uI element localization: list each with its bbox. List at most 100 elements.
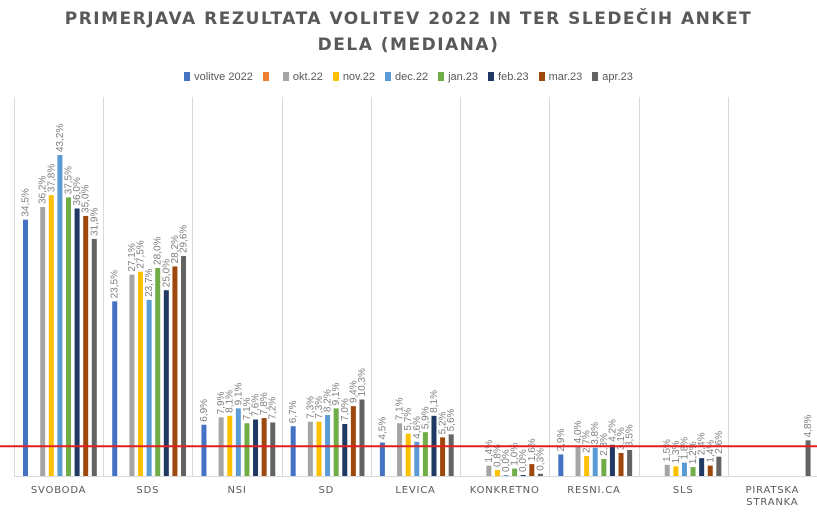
- bar: [664, 464, 670, 476]
- legend-swatch: [184, 72, 191, 81]
- data-label: 27,5%: [136, 240, 147, 268]
- chart-title-line-2: DELA (MEDIANA): [317, 35, 500, 55]
- data-label: 23,7%: [144, 268, 155, 296]
- data-label: 2,3%: [599, 433, 610, 456]
- bar: [307, 421, 313, 476]
- data-label: 8,1%: [225, 390, 236, 413]
- bar: [350, 406, 356, 476]
- bar: [529, 464, 535, 476]
- data-label: 7,2%: [268, 397, 279, 420]
- bar: [618, 452, 624, 476]
- data-label: 35,0%: [81, 184, 92, 212]
- bar: [333, 408, 339, 476]
- bar: [584, 455, 590, 476]
- bar: [520, 475, 526, 476]
- data-label: 7,3%: [314, 396, 325, 419]
- data-label: 43,2%: [55, 124, 66, 152]
- bar: [290, 426, 296, 476]
- bar: [138, 271, 144, 476]
- legend-label: apr.23: [602, 71, 633, 83]
- chart-title: PRIMERJAVA REZULTATA VOLITEV 2022 IN TER…: [0, 6, 817, 58]
- data-label: 0,0%: [501, 449, 512, 472]
- data-label: 1,2%: [688, 441, 699, 464]
- category-label: RESNI.CA: [567, 485, 620, 496]
- bar: [342, 423, 348, 476]
- data-label: 1,4%: [705, 440, 716, 463]
- bar: [716, 456, 722, 476]
- category-label: SDS: [136, 485, 159, 496]
- bar: [440, 437, 446, 476]
- bar: [48, 195, 54, 476]
- legend-item: nov.22: [332, 71, 376, 83]
- legend-item: mar.23: [538, 71, 582, 83]
- data-label: 4,8%: [803, 414, 814, 437]
- legend-item: [262, 71, 273, 83]
- bar: [253, 419, 259, 476]
- legend-item: feb.23: [488, 71, 529, 83]
- data-label: 29,6%: [179, 225, 190, 253]
- bar: [503, 475, 509, 476]
- chart-title-line-1: PRIMERJAVA REZULTATA VOLITEV 2022 IN TER…: [64, 9, 753, 29]
- data-label: 0,0%: [518, 449, 529, 472]
- data-label: 9,4%: [348, 380, 359, 403]
- legend-item: volitve 2022: [184, 71, 253, 83]
- data-label: 1,0%: [510, 443, 521, 466]
- data-label: 7,9%: [216, 391, 227, 414]
- legend-item: jan.23: [438, 71, 478, 83]
- bar: [83, 215, 89, 477]
- bar: [163, 290, 169, 476]
- data-label: 31,9%: [89, 208, 100, 236]
- bar: [422, 432, 428, 476]
- data-label: 4,0%: [573, 420, 584, 443]
- legend-swatch: [385, 72, 392, 81]
- data-label: 1,4%: [484, 440, 495, 463]
- bar: [129, 274, 135, 476]
- bar: [486, 465, 492, 476]
- data-label: 9,1%: [331, 382, 342, 405]
- category-label: STRANKA: [746, 497, 798, 508]
- data-label: 6,9%: [199, 399, 210, 422]
- data-label: 2,6%: [714, 431, 725, 454]
- bar: [537, 473, 543, 476]
- bar: [627, 449, 633, 476]
- data-label: 3,8%: [590, 422, 601, 445]
- data-label: 27,1%: [127, 243, 138, 271]
- bar: [181, 256, 187, 476]
- legend-label: okt.22: [292, 71, 323, 83]
- category-label: KONKRETNO: [470, 485, 540, 496]
- data-label: 0,3%: [535, 448, 546, 471]
- bar: [707, 465, 713, 476]
- data-label: 1,6%: [527, 438, 538, 461]
- bar: [244, 423, 250, 476]
- data-label: 1,5%: [662, 439, 673, 462]
- bar: [512, 468, 518, 476]
- bar: [201, 424, 207, 476]
- bar: [172, 266, 178, 476]
- bar: [699, 458, 705, 476]
- data-label: 2,4%: [697, 432, 708, 455]
- legend-item: dec.22: [385, 71, 428, 83]
- bar: [805, 440, 811, 476]
- data-label: 7,1%: [242, 397, 253, 420]
- data-label: 36,2%: [38, 176, 49, 204]
- legend-label: jan.23: [448, 71, 479, 83]
- bar: [414, 441, 420, 476]
- legend-item: okt.22: [282, 71, 323, 83]
- category-label: LEVICA: [395, 485, 435, 496]
- bar: [146, 299, 152, 476]
- data-label: 28,0%: [153, 236, 164, 264]
- category-label: SVOBODA: [31, 485, 86, 496]
- bar: [609, 444, 615, 476]
- legend-swatch: [332, 72, 339, 81]
- category-label: PIRATSKA: [746, 485, 800, 496]
- bar: [57, 155, 63, 476]
- legend-label: nov.22: [342, 71, 376, 83]
- data-label: 5,9%: [420, 406, 431, 429]
- data-label: 34,5%: [21, 188, 32, 216]
- bar: [397, 423, 403, 476]
- data-label: 9,1%: [233, 382, 244, 405]
- bar: [448, 434, 454, 476]
- data-label: 7,1%: [395, 397, 406, 420]
- data-label: 7,3%: [305, 396, 316, 419]
- bar: [74, 208, 80, 476]
